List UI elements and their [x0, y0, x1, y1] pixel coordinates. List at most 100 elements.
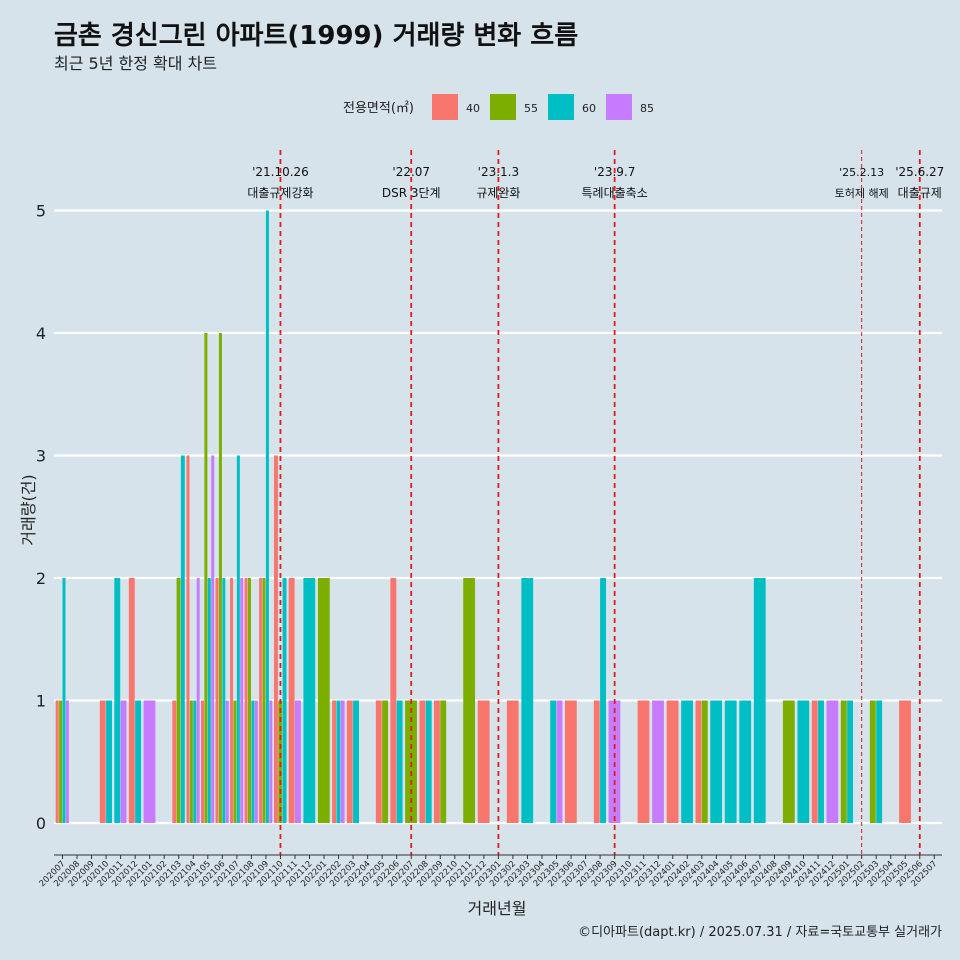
bar-202007-55	[59, 700, 63, 823]
bar-202111-85	[294, 700, 301, 823]
bar-202406-60	[739, 700, 752, 823]
bar-202404-60	[710, 700, 723, 823]
event-date: '25.2.13	[839, 166, 884, 179]
chart-subtitle: 최근 5년 한정 확대 차트	[54, 54, 217, 73]
event-label: 토허제 해제	[835, 186, 889, 200]
legend-label-40: 40	[466, 102, 480, 115]
bar-202402-60	[681, 700, 693, 823]
bar-202104-55	[189, 700, 193, 823]
bar-202202-40	[332, 700, 337, 823]
event-date: '23.9.7	[594, 165, 635, 179]
legend-label-60: 60	[582, 102, 596, 115]
bar-202305-85	[556, 700, 563, 823]
bar-202211-55	[463, 578, 476, 823]
y-tick-label: 1	[36, 692, 46, 711]
bar-202109-40	[259, 578, 263, 823]
bar-202309-85	[608, 700, 621, 823]
bar-202110-60	[282, 578, 287, 823]
bar-202205-55	[382, 700, 389, 823]
bar-202109-55	[262, 578, 266, 823]
x-axis: 2020072020082020092020102020112020122021…	[38, 854, 942, 889]
bar-202209-55	[440, 700, 447, 823]
bar-202107-55	[233, 700, 237, 823]
legend-swatch-60	[548, 94, 574, 120]
legend-label-85: 85	[640, 102, 654, 115]
y-tick-label: 3	[36, 447, 46, 466]
bar-202209-40	[433, 700, 440, 823]
bar-202412-85	[826, 700, 839, 823]
bar-202011-60	[114, 578, 121, 823]
legend-label-55: 55	[524, 102, 538, 115]
bar-202206-40	[390, 578, 397, 823]
y-axis-title: 거래량(건)	[19, 474, 38, 545]
bar-202007-85	[65, 700, 69, 823]
bar-202501-55	[840, 700, 847, 823]
bar-202101-85	[143, 700, 156, 823]
bar-202212-40	[477, 700, 490, 823]
bar-202312-85	[652, 700, 664, 823]
chart-title: 금촌 경신그린 아파트(1999) 거래량 변화 흐름	[54, 21, 578, 51]
bar-202108-60	[251, 700, 255, 823]
bar-202401-40	[666, 700, 679, 823]
bar-202103-55	[176, 578, 181, 823]
bar-202107-60	[236, 455, 240, 823]
bar-202105-60	[207, 578, 211, 823]
legend-swatch-55	[490, 94, 516, 120]
bar-202410-60	[797, 700, 810, 823]
legend-swatch-85	[606, 94, 632, 120]
bars	[55, 210, 911, 823]
bar-202108-55	[247, 578, 251, 823]
y-tick-label: 0	[36, 814, 46, 833]
bar-202104-60	[193, 700, 197, 823]
bar-202103-40	[172, 700, 177, 823]
bar-202105-55	[204, 333, 208, 823]
bar-202107-85	[240, 578, 244, 823]
bar-202203-40	[346, 700, 353, 823]
bar-202202-85	[340, 700, 345, 823]
bar-202104-85	[196, 578, 200, 823]
bar-202305-60	[550, 700, 557, 823]
bar-202110-55	[278, 700, 283, 823]
bar-202501-60	[847, 700, 854, 823]
bar-202007-60	[62, 578, 66, 823]
bar-202503-60	[876, 700, 883, 823]
legend: 전용면적(㎡) 40 55 60 85	[343, 94, 654, 120]
bar-202011-85	[120, 700, 127, 823]
bar-202110-40	[274, 455, 278, 823]
event-date: '23.1.3	[478, 165, 519, 179]
bar-202104-40	[186, 455, 190, 823]
y-axis: 0 1 2 3 4 5	[36, 202, 46, 834]
y-tick-label: 5	[36, 202, 46, 221]
event-lines: '21.10.26 대출규제강화 '22.07 DSR 3단계 '23.1.3 규제완화 '…	[247, 150, 944, 855]
bar-202109-60	[265, 210, 269, 823]
bar-202107-40	[230, 578, 234, 823]
bar-202106-40	[215, 578, 219, 823]
bar-202108-85	[254, 700, 258, 823]
y-tick-label: 2	[36, 569, 46, 588]
event-label: DSR 3단계	[382, 186, 441, 200]
bar-202108-40	[244, 578, 248, 823]
bar-202311-40	[637, 700, 650, 823]
bar-202203-60	[353, 700, 359, 823]
bar-202306-40	[564, 700, 577, 823]
bar-202012-40	[128, 578, 135, 823]
bar-202303-60	[521, 578, 534, 823]
bar-202105-40	[201, 700, 204, 823]
bar-202201-55	[317, 578, 330, 823]
bar-202010-40	[99, 700, 106, 823]
bar-202109-85	[269, 700, 273, 823]
event-label: 특례대출축소	[582, 186, 648, 200]
caption: ©디아파트(dapt.kr) / 2025.07.31 / 자료=국토교통부 실…	[578, 925, 942, 940]
event-label: 대출규제강화	[247, 186, 313, 200]
x-axis-title: 거래년월	[468, 899, 527, 918]
bar-202403-55	[701, 700, 708, 823]
bar-202010-60	[106, 700, 112, 823]
bar-202308-60	[600, 578, 607, 823]
bar-202111-40	[288, 578, 295, 823]
y-tick-label: 4	[36, 324, 46, 343]
legend-swatch-40	[432, 94, 458, 120]
bar-202202-60	[336, 700, 341, 823]
bar-202106-55	[218, 333, 222, 823]
bar-202302-40	[506, 700, 519, 823]
